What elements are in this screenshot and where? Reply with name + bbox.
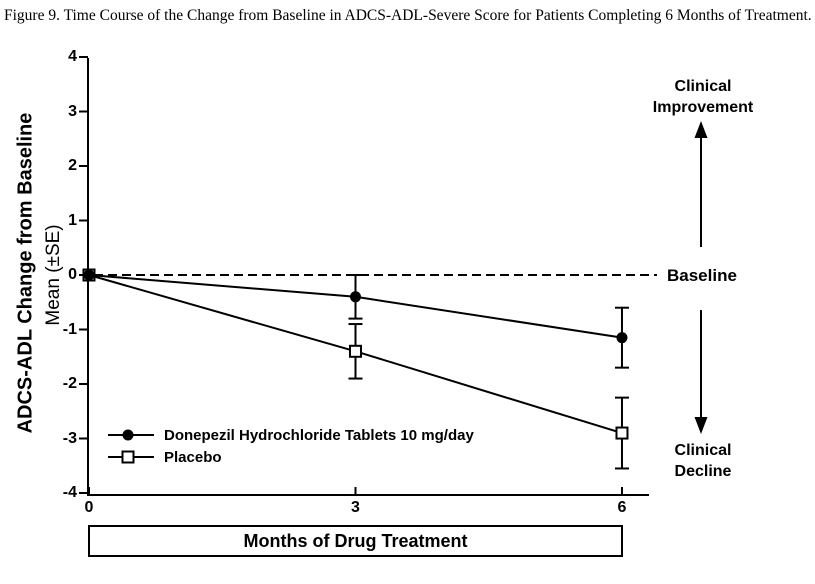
data-point-filled-circle xyxy=(616,332,628,344)
legend-label: Donepezil Hydrochloride Tablets 10 mg/da… xyxy=(164,426,474,444)
legend: Donepezil Hydrochloride Tablets 10 mg/da… xyxy=(107,426,474,466)
decline-arrow-head xyxy=(694,417,708,434)
y-axis-sublabel: Mean (±SE) xyxy=(43,224,64,326)
legend-label: Placebo xyxy=(164,448,222,466)
annotation-line: Clinical xyxy=(674,78,732,95)
figure-title: Figure 9. Time Course of the Change from… xyxy=(4,7,812,24)
y-tick-label: -4 xyxy=(62,484,77,501)
x-tick-label: 3 xyxy=(351,499,360,516)
y-axis-label: ADCS-ADL Change from Baseline xyxy=(14,112,37,434)
legend-item: Placebo xyxy=(107,448,474,466)
y-tick-label: 0 xyxy=(68,266,77,283)
y-tick-label: 4 xyxy=(68,48,77,65)
legend-item: Donepezil Hydrochloride Tablets 10 mg/da… xyxy=(107,426,474,444)
x-axis-title-box: Months of Drug Treatment xyxy=(88,525,623,557)
x-axis-title: Months of Drug Treatment xyxy=(243,530,468,551)
y-tick-label: -3 xyxy=(62,429,77,447)
annotation-line: Decline xyxy=(674,463,732,480)
baseline-annotation: Baseline xyxy=(667,266,737,285)
y-tick-label: 3 xyxy=(68,102,77,120)
x-tick-label: 0 xyxy=(84,499,94,516)
legend-open-square-marker xyxy=(108,450,154,464)
clinical-decline-annotation: Clinical Decline xyxy=(633,440,773,482)
improvement-arrow-head xyxy=(694,121,708,138)
annotation-line: Clinical xyxy=(674,442,732,459)
data-point-open-square xyxy=(615,426,629,440)
y-tick-label: -1 xyxy=(62,320,77,338)
data-point-open-square xyxy=(348,344,362,358)
clinical-improvement-annotation: Clinical Improvement xyxy=(633,76,773,118)
y-tick-label: -2 xyxy=(62,375,77,392)
x-tick-label: 6 xyxy=(617,499,627,516)
legend-filled-circle-marker xyxy=(108,429,154,441)
data-point-filled-circle xyxy=(349,291,361,303)
annotation-line: Improvement xyxy=(652,99,754,116)
y-tick-label: 2 xyxy=(68,157,77,174)
y-tick-label: 1 xyxy=(68,211,77,229)
